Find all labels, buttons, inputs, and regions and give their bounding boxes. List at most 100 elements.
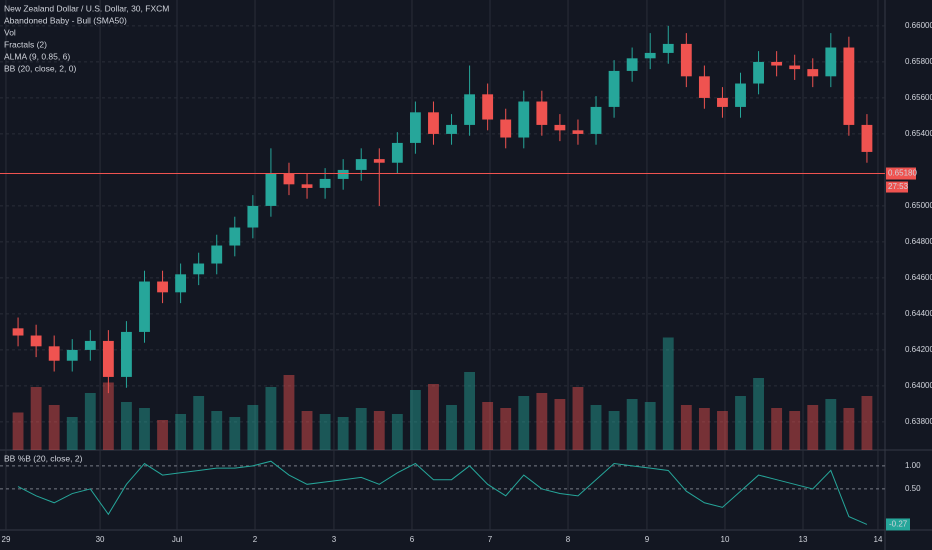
y-tick-label: 0.50: [905, 484, 921, 493]
x-tick-label: 10: [721, 535, 730, 544]
volume-bar: [373, 411, 385, 450]
candle-body: [193, 263, 205, 275]
volume-bar: [355, 408, 367, 450]
countdown-label: 27:53: [888, 182, 909, 191]
x-tick-label: 14: [874, 535, 883, 544]
volume-bar: [572, 387, 584, 450]
volume-bar: [482, 402, 494, 450]
candle-body: [355, 159, 367, 170]
y-tick-label: 0.64200: [905, 345, 932, 354]
candle-body: [717, 97, 728, 107]
x-tick-label: 3: [332, 535, 337, 544]
candle-body: [337, 169, 349, 179]
volume-bar: [464, 372, 476, 450]
volume-bar: [247, 405, 259, 450]
candle-body: [30, 335, 42, 347]
volume-bar: [698, 408, 710, 450]
candle-body: [843, 47, 855, 125]
volume-bar: [157, 420, 168, 450]
last-price-label: 0.65180: [888, 169, 917, 178]
indicator-label: Vol: [4, 27, 16, 37]
marks: [0, 25, 916, 531]
candle-body: [373, 159, 385, 163]
volume-bar: [283, 375, 295, 450]
countdown-box: [886, 181, 908, 193]
candle-body: [554, 124, 566, 131]
volume-bar: [771, 408, 783, 450]
volume-bar: [789, 411, 801, 450]
volume-bar: [139, 408, 150, 450]
x-tick-label: 30: [96, 535, 105, 544]
y-tick-label: 0.66000: [905, 21, 932, 30]
x-tick-label: 29: [2, 535, 11, 544]
candle-body: [428, 112, 439, 134]
volume-bar: [807, 405, 819, 450]
volume-bar: [229, 417, 241, 450]
candle-body: [789, 65, 801, 70]
volume-bar: [446, 405, 457, 450]
candle-body: [409, 112, 421, 143]
volume-bar: [409, 390, 421, 450]
candle-body: [518, 101, 530, 138]
volume-bar: [391, 414, 403, 450]
volume-bar: [337, 417, 349, 450]
y-tick-label: 0.65800: [905, 57, 932, 66]
candle-body: [807, 69, 819, 77]
candle-body: [102, 340, 114, 377]
volume-bar: [193, 396, 205, 450]
volume-bar: [518, 396, 530, 450]
y-tick-label: 1.00: [905, 461, 921, 470]
candle-body: [771, 61, 783, 66]
candle-body: [608, 70, 620, 107]
bb-last-box: [886, 518, 910, 531]
volume-bar: [102, 382, 114, 450]
y-tick-label: 0.65000: [905, 201, 932, 210]
candle-body: [84, 340, 96, 350]
candle-body: [12, 328, 24, 336]
indicator-label: BB (20, close, 2, 0): [4, 63, 76, 73]
candle-body: [319, 178, 331, 188]
candle-body: [211, 245, 223, 264]
candle-body: [229, 227, 241, 246]
candle-body: [753, 61, 764, 84]
candle-body: [861, 124, 873, 152]
volume-bar: [12, 412, 24, 450]
labels: New Zealand Dollar / U.S. Dollar, 30, FX…: [2, 3, 932, 544]
candle-body: [48, 346, 60, 361]
candle-body: [500, 119, 512, 138]
volume-bar: [825, 399, 837, 450]
y-tick-label: 0.63800: [905, 417, 932, 426]
volume-bar: [175, 414, 187, 450]
volume-bar: [662, 337, 674, 450]
volume-bar: [644, 402, 656, 450]
x-tick-label: 7: [488, 535, 493, 544]
y-tick-label: 0.65400: [905, 129, 932, 138]
candle-body: [283, 173, 295, 185]
volume-bar: [843, 408, 855, 450]
bb-percent-line: [17, 460, 868, 525]
candle-body: [265, 173, 277, 206]
volume-bar: [626, 399, 638, 450]
volume-bar: [735, 396, 746, 450]
indicator-label: Abandoned Baby - Bull (SMA50): [4, 15, 127, 25]
y-tick-label: 0.65600: [905, 93, 932, 102]
candle-body: [698, 76, 710, 98]
x-tick-label: 6: [410, 535, 415, 544]
candle-body: [572, 130, 584, 134]
volume-bar: [265, 387, 277, 450]
candle-body: [644, 52, 656, 59]
indicator-label: Fractals (2): [4, 39, 47, 49]
y-tick-label: 0.64800: [905, 237, 932, 246]
volume-bar: [428, 384, 439, 450]
volume-bar: [211, 411, 223, 450]
volume-bar: [319, 414, 331, 450]
volume-bar: [861, 396, 873, 450]
volume-bar: [30, 387, 42, 450]
candle-body: [464, 94, 476, 125]
volume-bar: [753, 378, 764, 450]
candle-body: [536, 101, 548, 125]
volume-bar: [301, 411, 313, 450]
volume-bar: [48, 405, 60, 450]
x-tick-label: 2: [253, 535, 258, 544]
